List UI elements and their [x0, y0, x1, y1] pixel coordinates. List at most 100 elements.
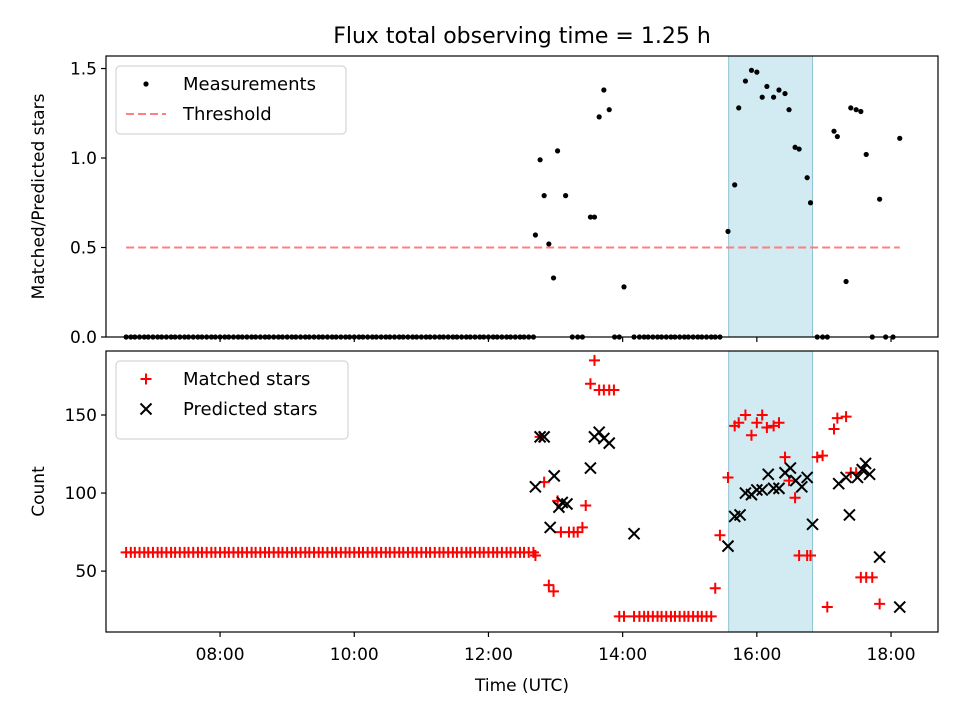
data-point: [811, 451, 823, 463]
data-point: [532, 232, 539, 238]
data-point: [584, 461, 597, 475]
legend-key: [143, 81, 149, 87]
data-point: [759, 94, 765, 100]
x-tick-label: 16:00: [732, 645, 781, 665]
data-point: [782, 90, 788, 97]
data-point: [621, 284, 627, 290]
legend-key: [140, 373, 152, 385]
data-point: [859, 457, 872, 470]
data-point: [755, 483, 769, 497]
legend-marker: [139, 402, 153, 416]
data-point: [792, 144, 798, 150]
data-point: [572, 526, 584, 538]
data-point: [767, 482, 780, 495]
data-point: [756, 409, 768, 421]
data-point: [807, 200, 814, 206]
data-point: [843, 278, 849, 285]
data-point: [855, 463, 869, 476]
legend-marker: [140, 373, 152, 385]
data-point: [722, 471, 734, 483]
axes-frame: [105, 350, 939, 633]
axes-frame: [105, 55, 939, 338]
data-point: [800, 471, 814, 484]
y-tick-label: 100: [65, 484, 97, 504]
data-point: [843, 508, 856, 522]
x-axis-label: Time (UTC): [474, 676, 569, 696]
legend-label: Threshold: [182, 104, 272, 125]
data-point: [750, 483, 764, 497]
data-point: [580, 500, 592, 512]
data-point: [831, 412, 843, 424]
data-point: [754, 69, 760, 75]
data-point: [543, 521, 557, 534]
data-point: [543, 579, 555, 591]
data-point: [831, 128, 837, 134]
data-point: [817, 450, 829, 462]
data-point: [733, 417, 745, 429]
data-point: [834, 133, 840, 140]
data-point: [821, 601, 833, 613]
y-tick-label: 0.5: [70, 239, 97, 259]
data-point: [806, 518, 819, 531]
data-point: [858, 108, 864, 115]
data-point: [627, 527, 641, 540]
data-point: [863, 151, 869, 158]
data-point: [805, 550, 817, 562]
x-tick-label: 18:00: [867, 645, 916, 665]
x-tick-label: 10:00: [330, 645, 379, 665]
legend-label: Predicted stars: [183, 399, 317, 420]
data-point: [550, 275, 557, 281]
data-point: [897, 135, 903, 141]
data-point: [576, 521, 588, 533]
data-point: [866, 571, 878, 583]
legend-marker: [143, 81, 149, 87]
legend-box: [115, 360, 349, 440]
legend: Measurements Threshold: [115, 65, 347, 135]
x-tick-label: 12:00: [464, 645, 513, 665]
data-point: [761, 421, 773, 433]
data-point: [874, 598, 886, 610]
data-point: [603, 436, 616, 450]
chart-title: Flux total observing time = 1.25 h: [333, 24, 711, 49]
data-point: [554, 148, 561, 154]
data-point: [751, 417, 763, 429]
data-point: [771, 94, 777, 100]
data-point: [779, 451, 791, 463]
data-point: [529, 480, 542, 494]
data-point: [608, 384, 620, 396]
data-point: [705, 610, 717, 622]
data-point: [736, 105, 742, 111]
data-point: [709, 582, 721, 594]
data-point: [537, 430, 551, 444]
data-point: [804, 175, 810, 181]
data-point: [848, 105, 854, 111]
data-point: [742, 78, 749, 84]
data-point: [721, 539, 735, 553]
data-point: [533, 430, 547, 444]
y-tick-label: 1.0: [70, 149, 97, 169]
data-point: [873, 550, 886, 564]
data-point: [537, 157, 543, 163]
data-point: [588, 354, 600, 366]
data-point: [828, 423, 840, 435]
legend-label: Matched stars: [183, 369, 310, 390]
data-point: [739, 409, 751, 421]
data-point: [548, 585, 560, 597]
data-point: [893, 600, 906, 614]
data-point: [596, 114, 602, 120]
y-tick-label: 0.0: [70, 328, 97, 348]
y-tick-label: 50: [75, 562, 97, 582]
counts-panel: 50 100 150 08:00 10:00 12:00 14:00 16:00 18:00 Co…: [29, 350, 939, 665]
data-point: [560, 497, 574, 511]
legend: Matched stars Predicted stars: [115, 360, 349, 440]
data-point: [853, 107, 859, 113]
data-point: [732, 182, 738, 188]
data-point: [725, 228, 731, 235]
legend-label: Measurements: [183, 74, 316, 95]
y-axis-label: Matched/Predicted stars: [29, 93, 49, 299]
data-point: [541, 193, 547, 199]
data-point: [784, 461, 797, 475]
data-point: [563, 193, 569, 199]
data-point: [592, 425, 606, 439]
